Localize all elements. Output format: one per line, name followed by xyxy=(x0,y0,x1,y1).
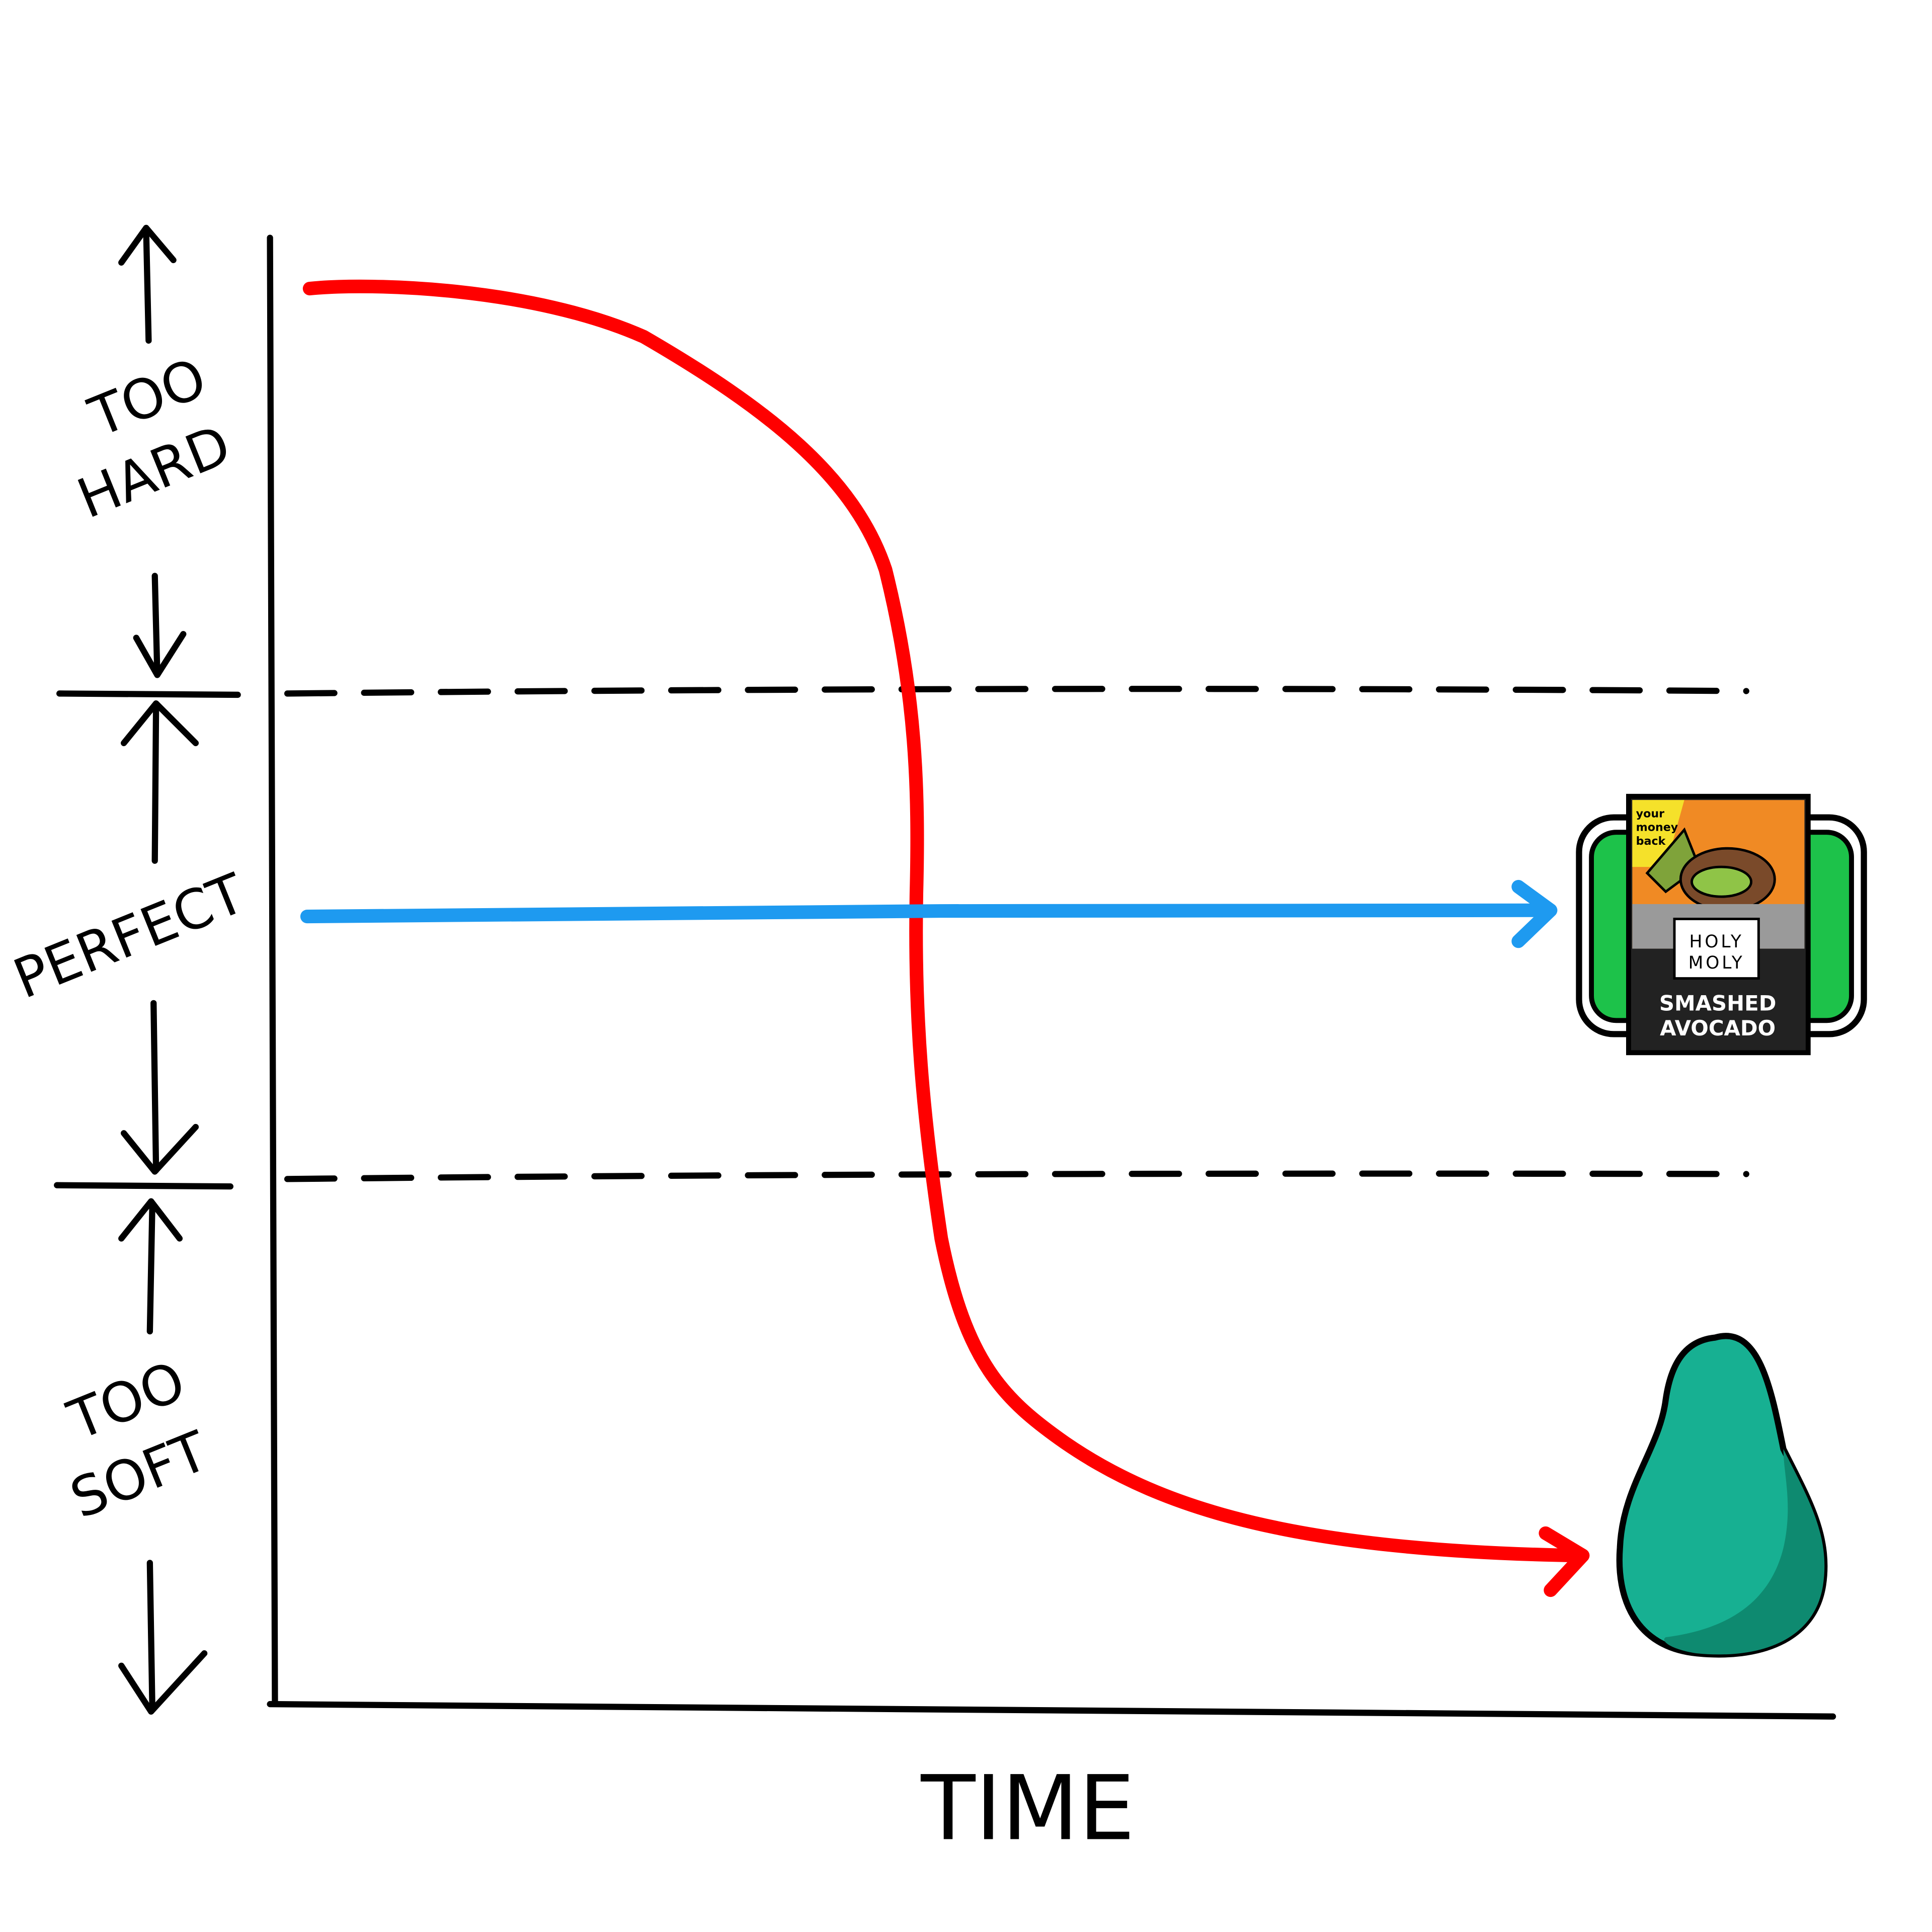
product-text: SMASHED xyxy=(1659,991,1777,1016)
arrow xyxy=(118,1198,183,1335)
arrow xyxy=(118,1560,208,1715)
avocado-curve xyxy=(302,279,1582,1563)
brand-text: MOLY xyxy=(1688,953,1745,973)
arrow xyxy=(133,573,187,678)
smashed-line xyxy=(300,903,1555,924)
avocado-body xyxy=(1616,1333,1828,1658)
avocado-shade xyxy=(1664,1449,1825,1655)
label-art xyxy=(1632,800,1684,867)
badge-text: back xyxy=(1636,835,1666,848)
boundary-line xyxy=(284,1170,1749,1182)
zone-arrows xyxy=(118,224,208,1715)
brand-box xyxy=(1673,918,1760,980)
boundary-tick xyxy=(54,1182,233,1190)
brand-text: HOLY xyxy=(1689,932,1743,952)
arrow xyxy=(121,700,199,864)
label-art xyxy=(1691,865,1753,898)
boundary-tick xyxy=(56,690,241,698)
avocado xyxy=(1616,1333,1828,1658)
x-axis xyxy=(267,1701,1836,1720)
badge-text: your xyxy=(1636,808,1664,821)
boundary-line xyxy=(284,686,1749,697)
arrow xyxy=(121,1000,199,1175)
x-axis-label: TIME xyxy=(920,1756,1135,1860)
badge-text: money xyxy=(1636,821,1678,834)
curve-arrowhead xyxy=(1539,1526,1590,1597)
arrow xyxy=(118,224,177,344)
product-text: AVOCADO xyxy=(1660,1016,1776,1040)
y-axis xyxy=(267,234,278,1706)
smashed-arrowhead xyxy=(1511,879,1558,948)
package: your money back HOLY MOLY SMASHED AVOCAD… xyxy=(1576,793,1867,1056)
